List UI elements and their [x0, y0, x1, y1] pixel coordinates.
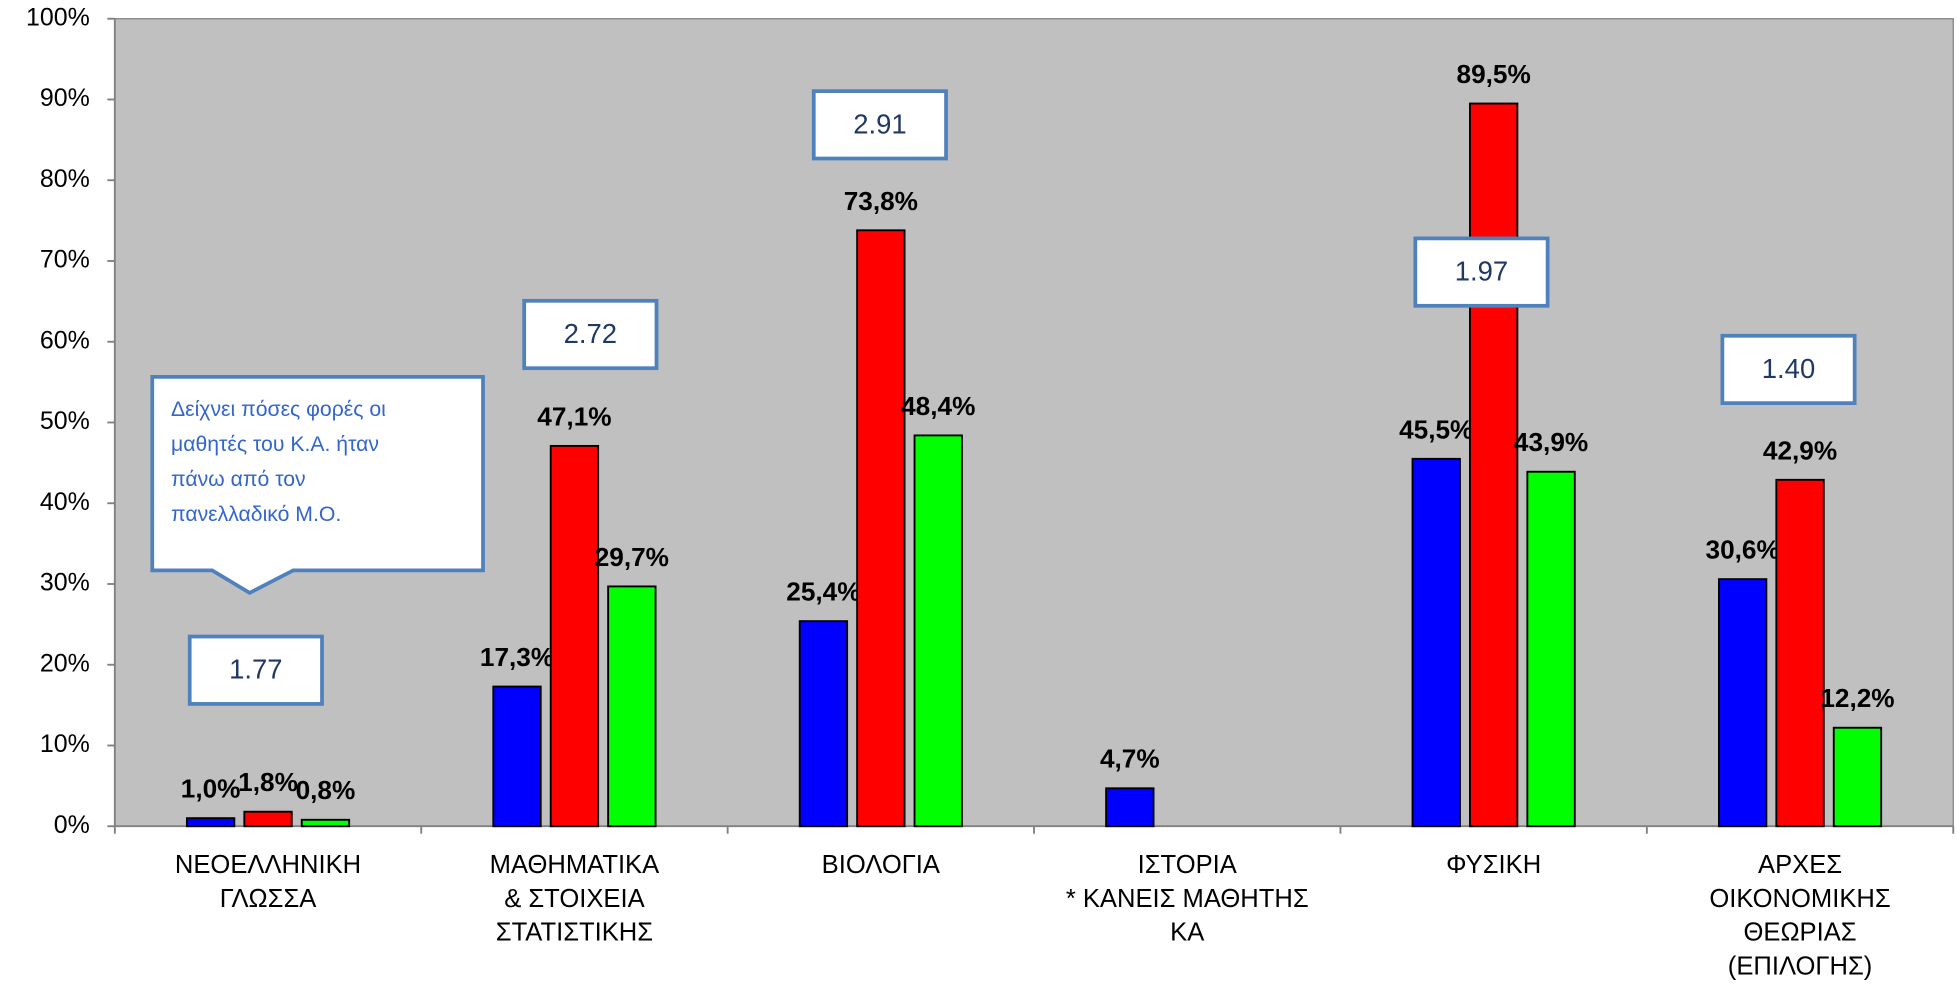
y-tick-label: 70% [40, 246, 90, 274]
x-tick-label: ΜΑΘΗΜΑΤΙΚΑ & ΣΤΟΙΧΕΙΑ ΣΤΑΤΙΣΤΙΚΗΣ [490, 851, 660, 946]
annotation-text: 2.91 [853, 108, 906, 139]
annotation-box [187, 634, 324, 706]
x-tick-label-line: ΦΥΣΙΚΗ [1446, 851, 1541, 879]
bar [1775, 478, 1825, 828]
y-tick-label: 30% [40, 569, 90, 597]
y-tick-label: 100% [26, 3, 90, 31]
x-tick-label-line: ΝΕΟΕΛΛΗΝΙΚΗ [175, 851, 361, 879]
bar [1411, 457, 1461, 828]
bar [798, 620, 849, 828]
data-label: 47,1% [537, 401, 611, 431]
annotation-box [522, 298, 659, 371]
x-tick-label: ΦΥΣΙΚΗ [1446, 851, 1541, 879]
x-tick-label: ΑΡΧΕΣ ΟΙΚΟΝΟΜΙΚΗΣ ΘΕΩΡΙΑΣ (ΕΠΙΛΟΓΗΣ) [1709, 851, 1890, 980]
y-tick-label: 80% [40, 165, 90, 193]
annotation-text: 1.40 [1762, 353, 1815, 384]
y-tick-label: 0% [54, 811, 90, 839]
bar [856, 229, 906, 828]
bar [243, 810, 293, 828]
bar [549, 444, 600, 828]
data-label: 30,6% [1706, 535, 1780, 565]
x-tick-label-line: & ΣΤΟΙΧΕΙΑ [504, 885, 645, 913]
data-label: 43,9% [1514, 427, 1588, 457]
data-label: 89,5% [1457, 59, 1531, 89]
data-label: 0,8% [296, 775, 356, 805]
annotation-text: 2.72 [564, 318, 617, 349]
data-label: 45,5% [1399, 414, 1473, 444]
x-tick-label-line: ΒΙΟΛΟΓΙΑ [822, 851, 941, 879]
x-tick-label: ΝΕΟΕΛΛΗΝΙΚΗ ΓΛΩΣΣΑ [175, 851, 361, 913]
x-tick-label-line: ΙΣΤΟΡΙΑ [1138, 851, 1238, 879]
x-tick-label-line: ΘΕΩΡΙΑΣ [1743, 918, 1856, 946]
x-tick-label: ΒΙΟΛΟΓΙΑ [822, 851, 941, 879]
y-tick-label: 10% [40, 730, 90, 758]
y-tick-label: 60% [40, 326, 90, 354]
bar [1105, 787, 1155, 828]
annotation-text: 1.97 [1455, 256, 1508, 287]
data-label: 1,0% [181, 774, 241, 804]
annotation-box [1720, 333, 1857, 406]
x-tick-label-line: ΚΑ [1170, 918, 1205, 946]
annotation-box [1413, 236, 1550, 308]
callout-text: πανελλαδικό Μ.Ο. [171, 503, 341, 526]
x-tick-label-line: ΑΡΧΕΣ [1758, 851, 1842, 879]
bar [300, 818, 351, 828]
x-tick-label-line: ΓΛΩΣΣΑ [220, 885, 318, 913]
x-tick-label-line: ΣΤΑΤΙΣΤΙΚΗΣ [496, 918, 653, 946]
data-label: 73,8% [844, 186, 918, 216]
x-tick-label-line: ΜΑΘΗΜΑΤΙΚΑ [490, 851, 660, 879]
data-label: 29,7% [595, 542, 669, 572]
data-label: 4,7% [1100, 744, 1160, 774]
x-tick-label-line: (ΕΠΙΛΟΓΗΣ) [1728, 952, 1873, 980]
bar [607, 585, 657, 828]
data-label: 12,2% [1820, 683, 1894, 713]
bar [913, 434, 963, 828]
y-tick-label: 20% [40, 649, 90, 677]
x-tick-label: ΙΣΤΟΡΙΑ * ΚΑΝΕΙΣ ΜΑΘΗΤΗΣ ΚΑ [1066, 851, 1309, 946]
bar [1832, 726, 1883, 828]
annotation-text: 1.77 [229, 654, 282, 685]
bar [1468, 102, 1519, 828]
bar [1717, 578, 1768, 828]
x-tick-label-line: ΟΙΚΟΝΟΜΙΚΗΣ [1709, 885, 1890, 913]
bar [492, 685, 542, 828]
data-label: 17,3% [480, 642, 554, 672]
data-label: 25,4% [786, 577, 860, 607]
y-tick-label: 40% [40, 488, 90, 516]
data-label: 48,4% [901, 391, 975, 421]
bar [1526, 470, 1576, 828]
data-label: 42,9% [1763, 435, 1837, 465]
annotation-box [811, 89, 948, 161]
callout-shape [150, 375, 485, 595]
x-tick-label-line: * ΚΑΝΕΙΣ ΜΑΘΗΤΗΣ [1066, 885, 1309, 913]
y-tick-label: 90% [40, 84, 90, 112]
data-label: 1,8% [238, 767, 298, 797]
callout-text: μαθητές του Κ.Α. ήταν [171, 433, 379, 456]
bar [185, 817, 236, 828]
callout-text: Δείχνει πόσες φορές οι [171, 398, 386, 421]
callout-text: πάνω από τον [171, 468, 306, 491]
y-tick-label: 50% [40, 407, 90, 435]
